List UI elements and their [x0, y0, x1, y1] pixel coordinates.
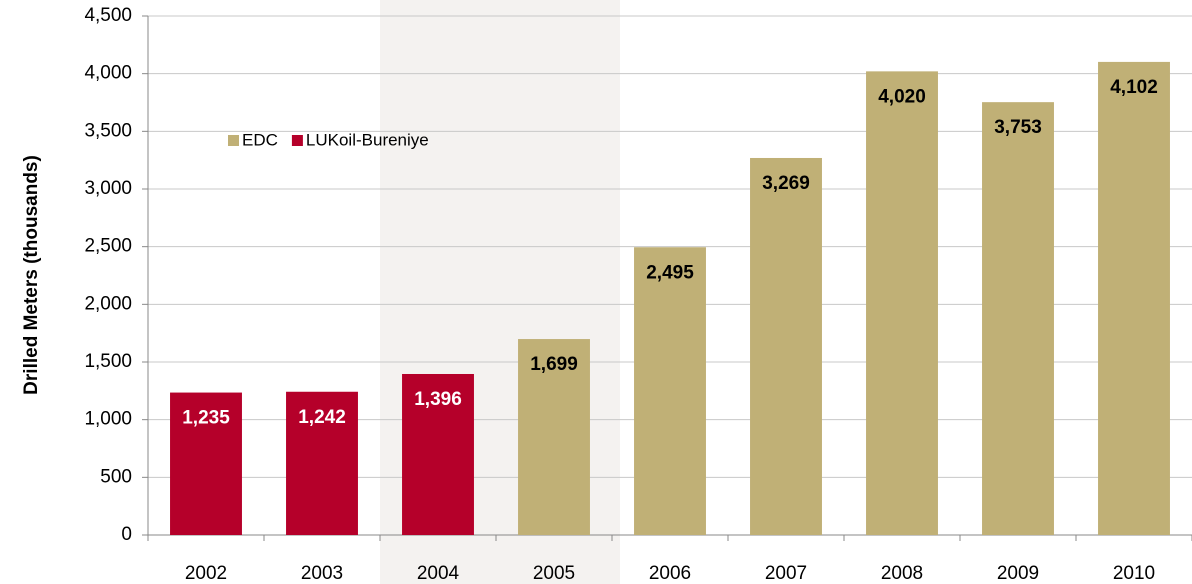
- x-tick-label: 2003: [301, 563, 343, 584]
- y-tick-label: 0: [121, 524, 132, 545]
- value-label: 1,235: [182, 408, 230, 429]
- legend-swatch: [292, 135, 303, 146]
- value-label: 4,020: [878, 86, 926, 107]
- y-tick-label: 1,000: [84, 409, 132, 430]
- value-label: 4,102: [1110, 77, 1158, 98]
- x-tick-label: 2010: [1113, 563, 1155, 584]
- legend-swatch: [228, 135, 239, 146]
- value-label: 1,396: [414, 389, 462, 410]
- chart: Drilled Meters (thousands) 0 500 1,000 1,50…: [0, 0, 1192, 584]
- bar: [1098, 62, 1170, 535]
- x-tick-label: 2004: [417, 563, 460, 584]
- value-label: 2,495: [646, 262, 694, 283]
- y-axis-title: Drilled Meters (thousands): [21, 155, 42, 395]
- y-tick-label: 1,500: [84, 351, 132, 372]
- bar: [982, 102, 1054, 535]
- x-tick-label: 2009: [997, 563, 1039, 584]
- y-tick-label: 500: [100, 466, 132, 487]
- x-tick-label: 2007: [765, 563, 807, 584]
- y-tick-label: 2,500: [84, 236, 132, 257]
- x-tick-label: 2006: [649, 563, 691, 584]
- y-tick-label: 3,500: [84, 120, 132, 141]
- legend-label: EDC: [242, 130, 278, 149]
- y-tick-label: 3,000: [84, 178, 132, 199]
- x-tick-label: 2005: [533, 563, 575, 584]
- bar: [866, 71, 938, 535]
- value-label: 1,242: [298, 407, 346, 428]
- x-tick-label: 2008: [881, 563, 923, 584]
- x-tick-label: 2002: [185, 563, 227, 584]
- y-tick-label: 4,000: [84, 63, 132, 84]
- bar: [634, 247, 706, 535]
- value-label: 3,753: [994, 117, 1042, 138]
- legend-label: LUKoil-Bureniye: [306, 130, 429, 149]
- y-tick-label: 4,500: [84, 5, 132, 26]
- y-tick-label: 2,000: [84, 293, 132, 314]
- bar: [750, 158, 822, 535]
- value-label: 1,699: [530, 354, 578, 375]
- value-label: 3,269: [762, 173, 810, 194]
